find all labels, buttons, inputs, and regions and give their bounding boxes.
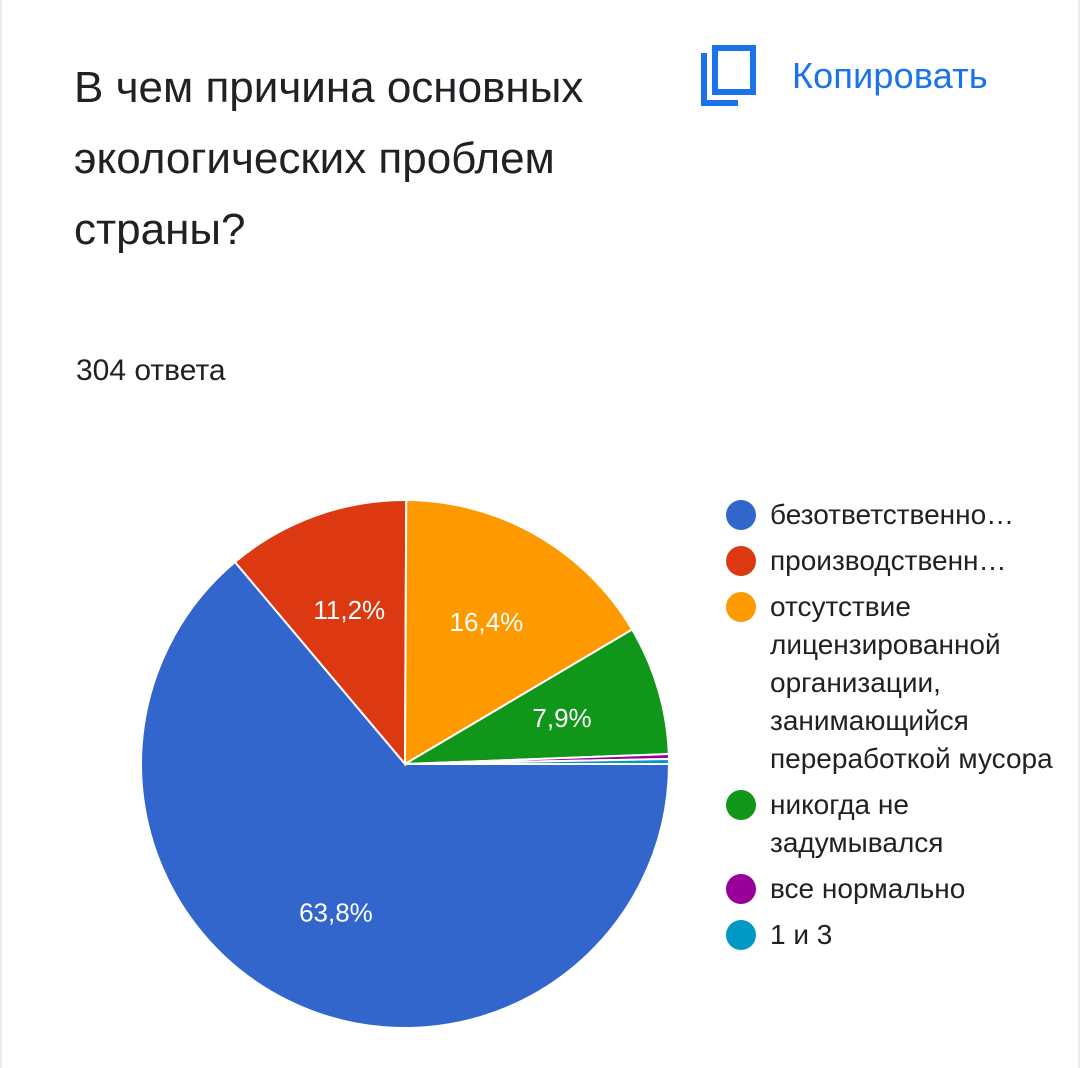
legend-swatch: [726, 874, 756, 904]
legend-item-5[interactable]: 1 и 3: [726, 916, 1056, 954]
legend-item-3[interactable]: никогда не задумывался: [726, 786, 1056, 862]
legend-swatch: [726, 920, 756, 950]
pie-slice-0[interactable]: [140, 560, 671, 1029]
legend-label: отсутствие лицензированной организации, …: [770, 591, 1053, 774]
legend-item-0[interactable]: безответственно…: [726, 496, 1056, 534]
copy-label: Копировать: [792, 55, 988, 96]
slice-label-0: 63,8%: [299, 897, 373, 927]
slice-label-2: 16,4%: [450, 607, 524, 637]
legend-swatch: [726, 592, 756, 622]
legend-label: производственн…: [770, 545, 1007, 576]
legend-label: 1 и 3: [770, 919, 833, 950]
copy-icon: [701, 45, 756, 106]
legend-item-4[interactable]: все нормально: [726, 870, 1056, 908]
legend-swatch: [726, 790, 756, 820]
pie-slice-3[interactable]: [404, 628, 670, 765]
legend-label: безответственно…: [770, 499, 1015, 530]
slice-label-1: 11,2%: [313, 595, 385, 625]
chart-legend: безответственно… производственн… отсутстви…: [726, 496, 1056, 962]
pie-slice-1[interactable]: [233, 499, 408, 767]
legend-swatch: [726, 500, 756, 530]
pie-slice-5[interactable]: [404, 758, 671, 765]
legend-label: никогда не задумывался: [770, 789, 944, 858]
response-count: 304 ответа: [76, 354, 226, 387]
pie-slice-2[interactable]: [403, 498, 634, 766]
legend-item-1[interactable]: производственн…: [726, 542, 1056, 580]
slice-label-3: 7,9%: [532, 703, 591, 733]
copy-button[interactable]: Копировать: [698, 44, 988, 108]
legend-item-2[interactable]: отсутствие лицензированной организации, …: [726, 588, 1056, 778]
legend-label: все нормально: [770, 873, 966, 904]
legend-swatch: [726, 546, 756, 576]
question-title: В чем причина основных экологических про…: [74, 63, 584, 254]
